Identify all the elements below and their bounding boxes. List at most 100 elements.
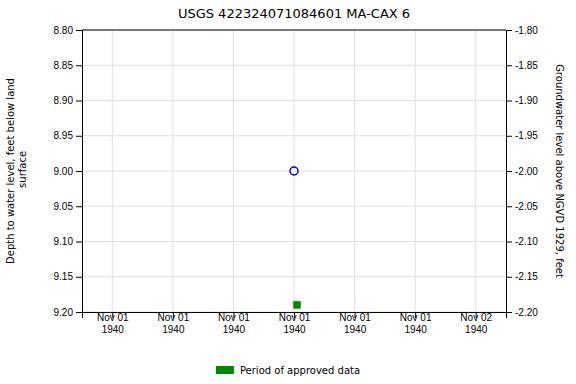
text-line: Nov 01 — [218, 312, 250, 323]
tick-mark — [76, 136, 82, 137]
text-line: 1940 — [465, 324, 488, 335]
y2-tick: -1.90 — [506, 95, 538, 106]
axis-line — [507, 31, 513, 313]
text-line: Nov 01 — [97, 312, 129, 323]
y-axis: 8.80 8.85 8.90 8.95 9.00 9.05 9.10 9.15 9.20 — [54, 25, 83, 318]
axis-line — [76, 31, 83, 313]
frame-line — [82, 30, 506, 31]
y-tick: 9.05 — [54, 201, 82, 212]
plot: Nov 011940Nov 011940Nov 011940Nov 011940… — [5, 25, 565, 335]
grid-line — [354, 30, 355, 312]
y-tick: 9.10 — [54, 236, 82, 247]
x-tick: Nov 011940 — [279, 312, 311, 335]
y2-tick: -2.10 — [506, 236, 538, 247]
legend-label: Period of approved data — [240, 365, 360, 376]
tick-label: Nov 011940 — [218, 312, 250, 335]
grid-line — [112, 30, 113, 312]
tick-mark — [506, 65, 512, 66]
tick-mark — [76, 30, 82, 31]
tick-label: 9.00 — [54, 166, 74, 177]
y-tick: 8.80 — [54, 25, 82, 36]
tick-label: -2.10 — [515, 236, 538, 247]
tick-label: -1.95 — [515, 130, 538, 141]
text-line: Nov 01 — [339, 312, 371, 323]
tick-mark — [506, 312, 512, 313]
x-tick: Nov 021940 — [460, 312, 492, 335]
tick-label: -1.80 — [515, 25, 538, 36]
series — [290, 167, 298, 175]
y-tick: 9.15 — [54, 271, 82, 282]
tick-label: 9.15 — [54, 271, 74, 282]
grid — [82, 30, 506, 312]
tick-mark — [76, 206, 82, 207]
grid-line — [82, 30, 506, 31]
text-line: 1940 — [283, 324, 306, 335]
tick-mark — [506, 206, 512, 207]
tick-label: Nov 021940 — [460, 312, 492, 335]
x-tick: Nov 011940 — [339, 312, 371, 335]
tick-mark — [76, 277, 82, 278]
point — [290, 167, 298, 175]
chart: Nov 011940Nov 011940Nov 011940Nov 011940… — [0, 0, 576, 384]
legend-swatch — [216, 366, 234, 374]
tick-label: 8.90 — [54, 95, 74, 106]
legend-item: Period of approved data — [216, 365, 360, 376]
y-tick: 9.20 — [54, 307, 82, 318]
tick-mark — [76, 101, 82, 102]
text-line: Groundwater level above NGVD 1929, feet — [554, 64, 565, 278]
y2-tick: -1.80 — [506, 25, 538, 36]
grid-line — [233, 30, 234, 312]
tick-label: Nov 011940 — [279, 312, 311, 335]
tick-label: Nov 011940 — [400, 312, 432, 335]
tick-label: 8.85 — [54, 60, 74, 71]
y2-axis-label: Groundwater level above NGVD 1929, feet — [554, 64, 565, 278]
text-line: 1940 — [344, 324, 367, 335]
x-tick: Nov 011940 — [400, 312, 432, 335]
text-line: 1940 — [162, 324, 185, 335]
tick-label: -1.90 — [515, 95, 538, 106]
marks — [290, 167, 300, 308]
text-line: Depth to water level, feet below land — [5, 78, 16, 264]
grid-line — [172, 30, 173, 312]
text-line: 1940 — [405, 324, 428, 335]
x-axis: Nov 011940Nov 011940Nov 011940Nov 011940… — [83, 312, 507, 335]
x-tick: Nov 011940 — [218, 312, 250, 335]
tick-label: 8.80 — [54, 25, 74, 36]
tick-label: -2.15 — [515, 271, 538, 282]
tick-label: -2.05 — [515, 201, 538, 212]
tick-label: 9.05 — [54, 201, 74, 212]
y2-tick: -2.00 — [506, 166, 538, 177]
y-tick: 9.00 — [54, 166, 82, 177]
y-tick: 8.95 — [54, 130, 82, 141]
tick-mark — [506, 101, 512, 102]
point — [294, 302, 300, 308]
tick-label: Nov 011940 — [97, 312, 129, 335]
tick-label: -1.85 — [515, 60, 538, 71]
text-line: 1940 — [102, 324, 125, 335]
y2-tick: -2.20 — [506, 307, 538, 318]
tick-label: 9.10 — [54, 236, 74, 247]
tick-mark — [506, 171, 512, 172]
tick-mark — [506, 242, 512, 243]
tick-label: 9.20 — [54, 307, 74, 318]
tick-mark — [506, 30, 512, 31]
x-tick: Nov 011940 — [158, 312, 190, 335]
text-line: Nov 01 — [279, 312, 311, 323]
grid-line — [475, 30, 476, 312]
text-line: surface — [17, 151, 28, 191]
series — [294, 302, 300, 308]
y-tick: 8.90 — [54, 95, 82, 106]
grid-line — [294, 30, 295, 312]
x-tick: Nov 011940 — [97, 312, 129, 335]
text-line: 1940 — [223, 324, 246, 335]
text-line: Nov 02 — [460, 312, 492, 323]
tick-mark — [76, 312, 82, 313]
tick-label: -2.00 — [515, 166, 538, 177]
text-line: Nov 01 — [400, 312, 432, 323]
tick-label: Nov 011940 — [158, 312, 190, 335]
y2-tick: -2.15 — [506, 271, 538, 282]
tick-mark — [506, 136, 512, 137]
y2-tick: -1.85 — [506, 60, 538, 71]
y2-tick: -1.95 — [506, 130, 538, 141]
y-tick: 8.85 — [54, 60, 82, 71]
